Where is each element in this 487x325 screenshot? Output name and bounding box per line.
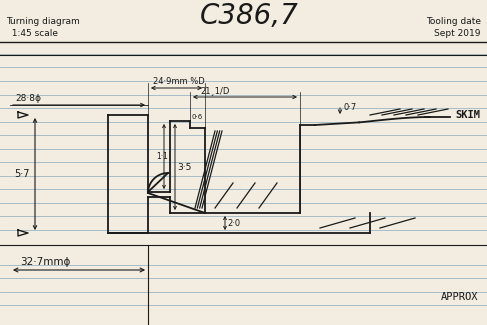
Text: 1·1: 1·1 xyxy=(156,152,168,161)
Text: Turning diagram
  1:45 scale: Turning diagram 1:45 scale xyxy=(6,17,80,38)
Text: 28·8ϕ: 28·8ϕ xyxy=(15,94,41,103)
Text: 2·0: 2·0 xyxy=(227,218,240,227)
Text: 0·6: 0·6 xyxy=(192,114,203,120)
Text: SKIM: SKIM xyxy=(455,110,480,120)
Text: 21¸1/D: 21¸1/D xyxy=(200,86,229,95)
Text: 24·9mm %D: 24·9mm %D xyxy=(153,77,205,86)
Text: 32·7mmϕ: 32·7mmϕ xyxy=(20,257,71,267)
Text: APPROX: APPROX xyxy=(441,292,478,302)
Text: 5·7: 5·7 xyxy=(14,169,30,179)
Text: 3·5: 3·5 xyxy=(177,162,191,172)
Text: Tooling date
Sept 2019: Tooling date Sept 2019 xyxy=(426,17,481,38)
Text: 0·7: 0·7 xyxy=(344,102,357,111)
Text: C386,7: C386,7 xyxy=(200,2,299,30)
